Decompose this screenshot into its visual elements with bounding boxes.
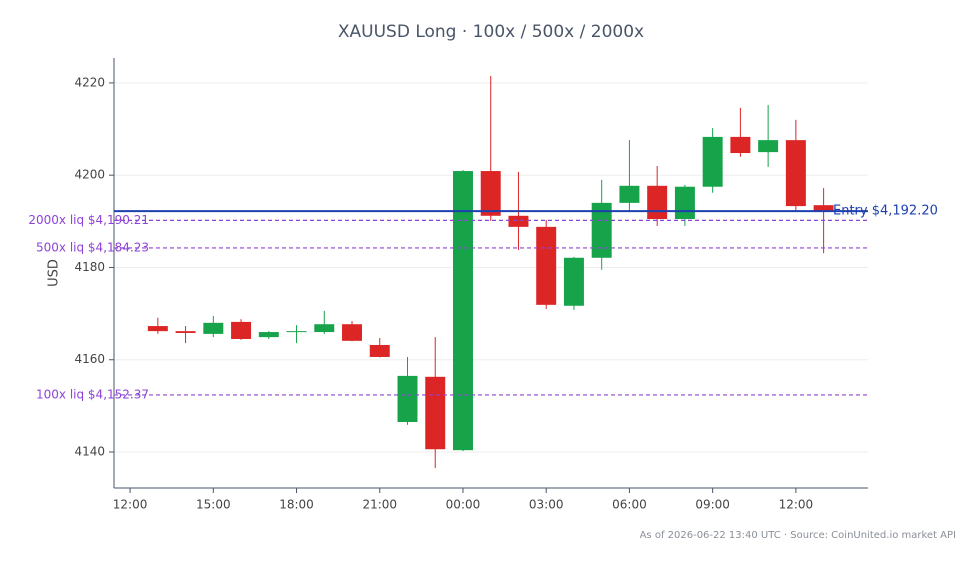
y-axis-label: USD [47, 259, 62, 287]
candle-body [397, 375, 418, 423]
liquidation-label: 500x liq $4,184.23 [36, 240, 149, 254]
candle-body [619, 185, 640, 203]
candle-body [147, 326, 168, 332]
candle-body [175, 331, 196, 333]
x-tick-label: 09:00 [695, 498, 730, 512]
liquidation-label: 100x liq $4,152.37 [36, 387, 149, 401]
candle-body [730, 136, 751, 154]
y-tick-label: 4220 [74, 75, 105, 89]
candle-body [591, 202, 612, 258]
candle-body [758, 140, 779, 153]
x-tick-label: 12:00 [779, 498, 814, 512]
x-tick-label: 18:00 [279, 498, 314, 512]
candle-body [314, 324, 335, 333]
liquidation-label: 2000x liq $4,190.21 [28, 213, 149, 227]
candle-body [342, 324, 363, 341]
x-tick-label: 00:00 [446, 498, 481, 512]
candle-body [258, 332, 279, 338]
candle-body [286, 331, 307, 333]
candle-body [647, 185, 668, 220]
x-tick-label: 06:00 [612, 498, 647, 512]
candle-body [508, 215, 529, 227]
entry-label: Entry $4,192.20 [833, 204, 938, 219]
candle-body [369, 344, 390, 357]
candle-body [425, 376, 446, 450]
candle-body [480, 171, 501, 216]
footnote: As of 2026-06-22 13:40 UTC · Source: Coi… [640, 530, 956, 541]
candle-body [785, 140, 806, 207]
x-tick-label: 03:00 [529, 498, 564, 512]
y-tick-label: 4160 [74, 352, 105, 366]
candle-body [563, 257, 584, 306]
x-tick-label: 21:00 [362, 498, 397, 512]
candle-body [674, 186, 695, 220]
candle-body [702, 136, 723, 187]
y-tick-label: 4180 [74, 260, 105, 274]
candle-body [813, 205, 834, 212]
candle-body [536, 226, 557, 305]
candle-body [231, 321, 252, 339]
candle-body [203, 322, 224, 334]
x-tick-label: 12:00 [113, 498, 148, 512]
x-tick-label: 15:00 [196, 498, 231, 512]
y-tick-label: 4140 [74, 445, 105, 459]
candle-body [452, 171, 473, 451]
y-tick-label: 4200 [74, 168, 105, 182]
chart-title: XAUUSD Long · 100x / 500x / 2000x [338, 22, 644, 42]
